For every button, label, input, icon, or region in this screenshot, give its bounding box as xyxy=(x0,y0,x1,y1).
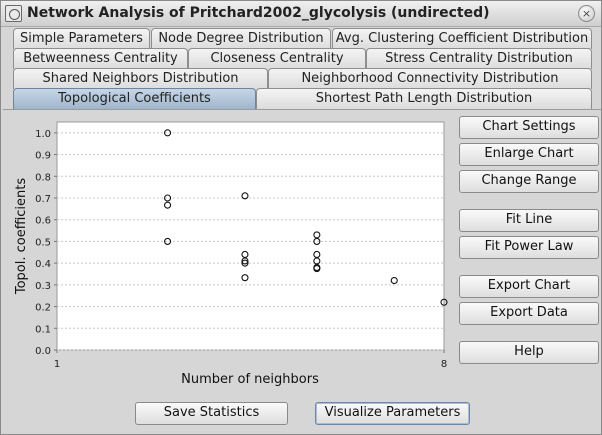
tab-betweenness-centrality[interactable]: Betweenness Centrality xyxy=(13,48,188,69)
x-axis-label: Number of neighbors xyxy=(181,372,319,387)
visualize-parameters-button[interactable]: Visualize Parameters xyxy=(315,402,470,425)
chart-settings-button[interactable]: Chart Settings xyxy=(459,116,599,139)
y-tick-label: 0.6 xyxy=(35,216,51,227)
tab-closeness-centrality[interactable]: Closeness Centrality xyxy=(188,48,366,69)
window-title: Network Analysis of Pritchard2002_glycol… xyxy=(27,5,490,21)
y-tick-label: 0.5 xyxy=(35,237,51,248)
data-point xyxy=(164,194,172,202)
y-tick-label: 0.0 xyxy=(35,346,51,357)
y-tick-label: 0.2 xyxy=(35,303,51,314)
x-tick-label: 8 xyxy=(441,359,447,370)
data-point xyxy=(440,298,448,306)
data-points xyxy=(164,129,448,306)
y-tick-label: 0.7 xyxy=(35,194,51,205)
tab-topological-coefficients[interactable]: Topological Coefficients xyxy=(13,88,256,109)
tab-node-degree-distribution[interactable]: Node Degree Distribution xyxy=(151,28,331,49)
tab-avg-clustering-coefficient-distribution[interactable]: Avg. Clustering Coefficient Distribution xyxy=(332,28,592,49)
plot-area xyxy=(56,121,445,351)
tab-shared-neighbors-distribution[interactable]: Shared Neighbors Distribution xyxy=(13,68,268,89)
save-statistics-button[interactable]: Save Statistics xyxy=(135,402,288,425)
data-point xyxy=(390,276,398,285)
tab-strip: Simple Parameters Node Degree Distributi… xyxy=(1,27,602,111)
data-point xyxy=(164,237,172,245)
y-tick-label: 0.1 xyxy=(35,324,51,335)
data-point xyxy=(241,257,249,265)
data-point xyxy=(313,265,321,273)
y-axis-label: Topol. coefficients xyxy=(14,178,29,296)
data-point xyxy=(241,192,249,200)
y-tick-label: 0.3 xyxy=(35,281,51,292)
app-icon xyxy=(5,5,22,22)
data-point xyxy=(241,259,249,267)
x-tick-label: 1 xyxy=(54,359,60,370)
grid-lines xyxy=(57,132,444,351)
y-tick-label: 0.8 xyxy=(35,172,51,183)
y-tick-label: 0.9 xyxy=(35,151,51,162)
data-point xyxy=(164,129,172,137)
export-data-button[interactable]: Export Data xyxy=(459,302,599,325)
tab-shortest-path-length-distribution[interactable]: Shortest Path Length Distribution xyxy=(256,88,592,109)
enlarge-chart-button[interactable]: Enlarge Chart xyxy=(459,143,599,166)
tab-neighborhood-connectivity-distribution[interactable]: Neighborhood Connectivity Distribution xyxy=(268,68,592,89)
change-range-button[interactable]: Change Range xyxy=(459,170,599,193)
tab-simple-parameters[interactable]: Simple Parameters xyxy=(13,28,150,49)
data-point xyxy=(241,274,249,282)
y-tick-label: 1.0 xyxy=(35,129,51,140)
close-button[interactable]: × xyxy=(578,5,595,22)
fit-line-button[interactable]: Fit Line xyxy=(459,209,599,232)
export-chart-button[interactable]: Export Chart xyxy=(459,275,599,298)
title-bar[interactable]: Network Analysis of Pritchard2002_glycol… xyxy=(1,1,601,27)
y-tick-label: 0.4 xyxy=(35,259,51,270)
help-button[interactable]: Help xyxy=(459,341,599,364)
data-point xyxy=(313,237,321,245)
y-axis-ticks: 0.0 0.1 0.2 0.3 0.4 0.5 0.6 0.7 0.8 0.9 1.0 xyxy=(35,129,57,357)
tab-stress-centrality-distribution[interactable]: Stress Centrality Distribution xyxy=(366,48,592,69)
fit-power-law-button[interactable]: Fit Power Law xyxy=(459,236,599,259)
data-point xyxy=(164,201,172,209)
